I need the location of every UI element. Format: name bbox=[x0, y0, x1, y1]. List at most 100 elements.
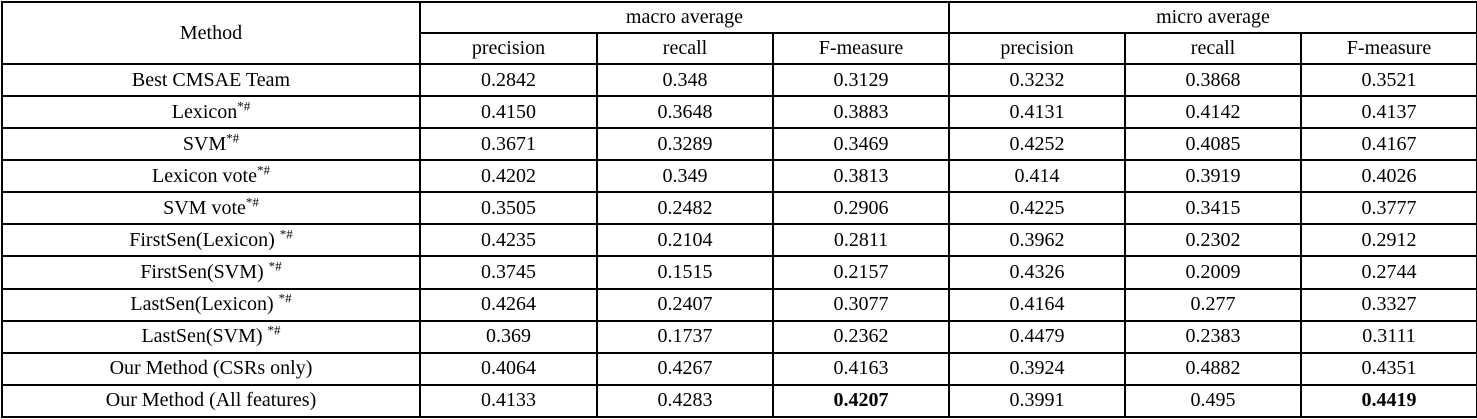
method-label: SVM bbox=[182, 132, 227, 155]
value-cell: 0.4026 bbox=[1299, 159, 1477, 194]
value-cell: 0.3924 bbox=[948, 351, 1126, 386]
value-cell: 0.2482 bbox=[596, 191, 774, 226]
value-cell: 0.4150 bbox=[419, 95, 598, 130]
method-superscript: *# bbox=[279, 226, 293, 242]
value-cell: 0.4264 bbox=[419, 287, 598, 322]
method-column-header: Method bbox=[1, 1, 421, 65]
value-cell: 0.3745 bbox=[419, 255, 598, 290]
value-cell: 0.4064 bbox=[419, 351, 598, 386]
value-cell: 0.4164 bbox=[948, 287, 1126, 322]
value-cell: 0.3813 bbox=[772, 159, 950, 194]
value-cell: 0.2811 bbox=[772, 223, 950, 258]
value-cell: 0.4207 bbox=[772, 383, 950, 419]
method-superscript: *# bbox=[278, 290, 292, 306]
value-cell: 0.2912 bbox=[1299, 223, 1477, 258]
method-cell: Lexicon*# bbox=[1, 95, 421, 130]
value-cell: 0.4419 bbox=[1299, 383, 1477, 419]
value-cell: 0.3327 bbox=[1299, 287, 1477, 322]
value-cell: 0.3077 bbox=[772, 287, 950, 322]
value-cell: 0.2383 bbox=[1124, 319, 1302, 354]
value-cell: 0.2362 bbox=[772, 319, 950, 354]
value-cell: 0.4225 bbox=[948, 191, 1126, 226]
method-superscript: *# bbox=[237, 97, 251, 113]
value-cell: 0.2744 bbox=[1299, 255, 1477, 290]
method-cell: Our Method (All features) bbox=[1, 383, 421, 419]
value-cell: 0.4479 bbox=[948, 319, 1126, 354]
value-cell: 0.369 bbox=[419, 319, 598, 354]
value-cell: 0.3991 bbox=[948, 383, 1126, 419]
value-cell: 0.2842 bbox=[419, 62, 598, 98]
value-cell: 0.3883 bbox=[772, 95, 950, 130]
method-label: SVM vote bbox=[163, 196, 246, 219]
value-cell: 0.414 bbox=[948, 159, 1126, 194]
macro-fmeasure-header: F-measure bbox=[772, 32, 950, 65]
table-row: Our Method (All features) 0.4133 0.4283 0.4… bbox=[1, 383, 1477, 419]
value-cell: 0.3289 bbox=[596, 127, 774, 162]
table-header: Method macro average micro average preci… bbox=[1, 1, 1477, 65]
value-cell: 0.4326 bbox=[948, 255, 1126, 290]
value-cell: 0.2157 bbox=[772, 255, 950, 290]
table-row: LastSen(SVM) *# 0.369 0.1737 0.2362 0.4479 0.… bbox=[1, 319, 1477, 354]
value-cell: 0.3129 bbox=[772, 62, 950, 98]
table-row: Best CMSAE Team 0.2842 0.348 0.3129 0.3232 0.… bbox=[1, 62, 1477, 98]
value-cell: 0.4131 bbox=[948, 95, 1126, 130]
value-cell: 0.4142 bbox=[1124, 95, 1302, 130]
value-cell: 0.4283 bbox=[596, 383, 774, 419]
method-label: Best CMSAE Team bbox=[131, 68, 291, 91]
value-cell: 0.3232 bbox=[948, 62, 1126, 98]
value-cell: 0.3919 bbox=[1124, 159, 1302, 194]
method-cell: LastSen(Lexicon) *# bbox=[1, 287, 421, 322]
value-cell: 0.2407 bbox=[596, 287, 774, 322]
method-cell: Our Method (CSRs only) bbox=[1, 351, 421, 386]
value-cell: 0.4235 bbox=[419, 223, 598, 258]
value-cell: 0.4163 bbox=[772, 351, 950, 386]
method-cell: SVM vote*# bbox=[1, 191, 421, 226]
table-row: Lexicon*# 0.4150 0.3648 0.3883 0.4131 0.4142 0… bbox=[1, 95, 1477, 130]
value-cell: 0.1737 bbox=[596, 319, 774, 354]
macro-average-group-header: macro average bbox=[419, 1, 950, 34]
method-cell: FirstSen(SVM) *# bbox=[1, 255, 421, 290]
value-cell: 0.2302 bbox=[1124, 223, 1302, 258]
value-cell: 0.3671 bbox=[419, 127, 598, 162]
method-cell: Best CMSAE Team bbox=[1, 62, 421, 98]
method-cell: LastSen(SVM) *# bbox=[1, 319, 421, 354]
micro-average-group-header: micro average bbox=[947, 1, 1477, 34]
value-cell: 0.277 bbox=[1124, 287, 1302, 322]
method-label: Our Method (All features) bbox=[105, 389, 317, 412]
sub-header-row: precision recall F-measure precision rec… bbox=[2, 32, 1477, 65]
method-cell: FirstSen(Lexicon) *# bbox=[1, 223, 421, 258]
value-cell: 0.3469 bbox=[772, 127, 950, 162]
method-superscript: *# bbox=[268, 258, 282, 274]
method-superscript: *# bbox=[245, 194, 259, 210]
value-cell: 0.349 bbox=[596, 159, 774, 194]
value-cell: 0.3521 bbox=[1299, 62, 1477, 98]
value-cell: 0.4351 bbox=[1299, 351, 1477, 386]
value-cell: 0.4882 bbox=[1124, 351, 1302, 386]
value-cell: 0.495 bbox=[1124, 383, 1302, 419]
value-cell: 0.3648 bbox=[596, 95, 774, 130]
micro-recall-header: recall bbox=[1124, 32, 1302, 65]
table-row: Our Method (CSRs only) 0.4064 0.4267 0.4163… bbox=[1, 351, 1477, 386]
macro-recall-header: recall bbox=[596, 32, 774, 65]
value-cell: 0.4137 bbox=[1299, 95, 1477, 130]
value-cell: 0.4085 bbox=[1124, 127, 1302, 162]
value-cell: 0.348 bbox=[596, 62, 774, 98]
value-cell: 0.3111 bbox=[1299, 319, 1477, 354]
method-cell: Lexicon vote*# bbox=[1, 159, 421, 194]
value-cell: 0.4267 bbox=[596, 351, 774, 386]
value-cell: 0.4252 bbox=[948, 127, 1126, 162]
macro-precision-header: precision bbox=[419, 32, 598, 65]
value-cell: 0.1515 bbox=[596, 255, 774, 290]
method-superscript: *# bbox=[256, 162, 270, 178]
method-label: LastSen(Lexicon) bbox=[130, 293, 279, 316]
value-cell: 0.3505 bbox=[419, 191, 598, 226]
method-superscript: *# bbox=[226, 130, 240, 146]
value-cell: 0.3962 bbox=[948, 223, 1126, 258]
value-cell: 0.4133 bbox=[419, 383, 598, 419]
value-cell: 0.3777 bbox=[1299, 191, 1477, 226]
table-body: Best CMSAE Team 0.2842 0.348 0.3129 0.3232 0.… bbox=[1, 62, 1477, 419]
method-superscript: *# bbox=[267, 322, 281, 338]
table-row: FirstSen(SVM) *# 0.3745 0.1515 0.2157 0.4326… bbox=[1, 255, 1477, 290]
value-cell: 0.2906 bbox=[772, 191, 950, 226]
